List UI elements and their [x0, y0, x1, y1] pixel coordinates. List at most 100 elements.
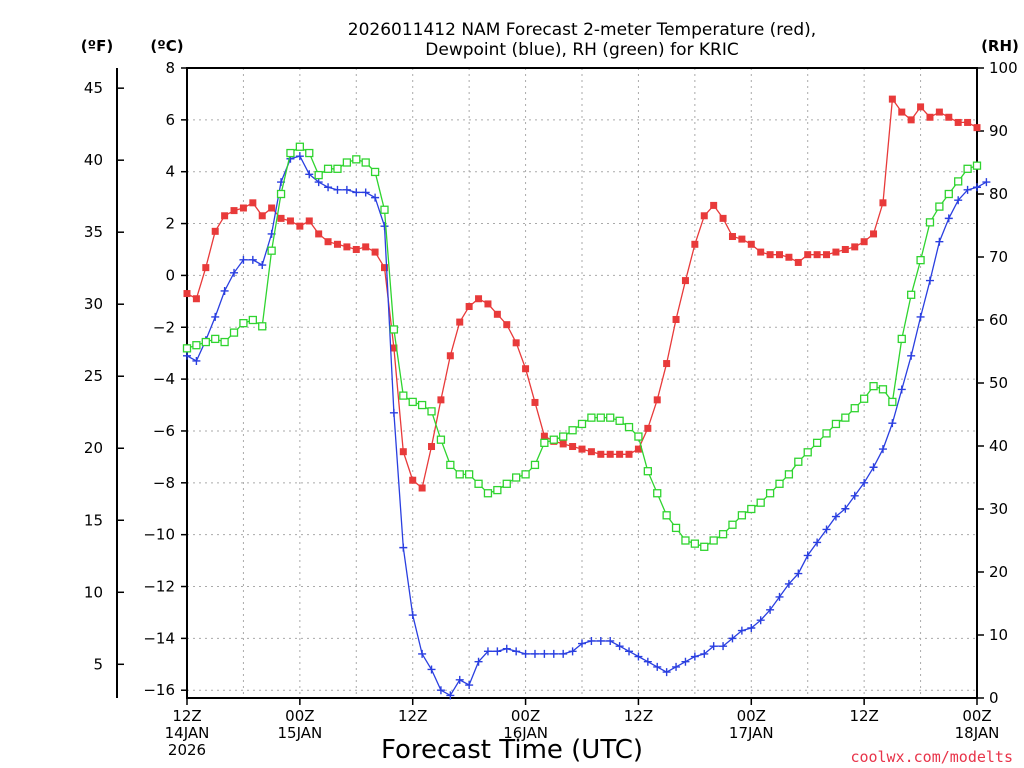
- temperature-point: [728, 233, 736, 241]
- temperature-point: [681, 277, 689, 285]
- rh-point: [615, 416, 624, 425]
- rh-point: [220, 337, 229, 347]
- celsius-tick-label: −10: [143, 526, 175, 544]
- rh-point: [878, 385, 888, 394]
- rh-point: [446, 460, 455, 470]
- rh-point: [756, 498, 765, 507]
- temperature-point: [823, 251, 831, 259]
- celsius-tick-label: −8: [153, 474, 175, 492]
- fahrenheit-tick-label: 5: [93, 655, 103, 673]
- rh-point: [408, 397, 417, 407]
- rh-point: [775, 479, 784, 488]
- dewpoint-point: [324, 183, 333, 192]
- dewpoint-point: [192, 356, 201, 365]
- dewpoint-point: [728, 634, 737, 643]
- temperature-point: [898, 108, 906, 116]
- credit-text[interactable]: coolwx.com/modelts: [850, 748, 1013, 766]
- dewpoint-point: [596, 636, 605, 645]
- dewpoint-point: [474, 657, 483, 666]
- rh-point: [596, 413, 605, 422]
- rh-point: [361, 158, 370, 167]
- rh-point: [850, 404, 859, 413]
- rh-point: [587, 413, 596, 422]
- rh-tick-label: 70: [989, 248, 1008, 266]
- rh-point: [333, 164, 342, 173]
- rh-point: [794, 457, 803, 466]
- rh-point: [907, 290, 916, 299]
- celsius-tick-label: −14: [143, 629, 175, 647]
- rh-point: [954, 177, 963, 186]
- temperature-point: [841, 245, 849, 253]
- rh-point: [380, 205, 389, 214]
- rh-point: [305, 148, 314, 158]
- rh-point: [248, 315, 257, 325]
- rh-point: [643, 467, 652, 476]
- celsius-tick-label: 4: [165, 163, 175, 181]
- temperature-point: [700, 212, 708, 220]
- temperature-point: [597, 450, 605, 458]
- dewpoint-line: [186, 155, 987, 697]
- rh-point: [258, 322, 267, 331]
- rh-point: [653, 489, 662, 498]
- dewpoint-point: [662, 668, 671, 677]
- temperature-point: [522, 365, 530, 373]
- rh-tick-label: 60: [989, 311, 1008, 329]
- series-dewpoint: [183, 152, 991, 700]
- dewpoint-point: [954, 196, 963, 205]
- x-tick-label: 2026: [168, 741, 206, 759]
- temperature-point: [606, 450, 614, 458]
- temperature-point: [954, 118, 962, 126]
- dewpoint-point: [540, 649, 549, 658]
- temperature-point: [503, 321, 511, 329]
- rh-point: [211, 334, 220, 344]
- rh-tick-label: 0: [989, 689, 999, 707]
- fahrenheit-tick-label: 30: [84, 295, 103, 313]
- dewpoint-point: [606, 636, 615, 645]
- celsius-tick-label: −16: [143, 681, 175, 699]
- fahrenheit-tick-label: 45: [84, 79, 103, 97]
- temperature-point: [324, 238, 332, 246]
- dewpoint-point: [483, 647, 492, 656]
- dewpoint-point: [342, 185, 351, 194]
- temperature-point: [456, 318, 464, 326]
- dewpoint-point: [803, 551, 812, 560]
- rh-point: [474, 479, 483, 488]
- dewpoint-point: [935, 237, 944, 246]
- rh-point: [888, 397, 897, 407]
- temperature-point: [738, 235, 746, 243]
- temperature-point: [964, 118, 972, 126]
- celsius-tick-label: 0: [165, 266, 175, 284]
- rh-point: [323, 164, 333, 173]
- x-tick-label: 00Z: [962, 707, 991, 725]
- dewpoint-point: [822, 525, 831, 534]
- temperature-point: [202, 264, 210, 272]
- celsius-tick-label: −2: [153, 318, 175, 336]
- dewpoint-point: [258, 261, 267, 270]
- rh-point: [427, 407, 436, 416]
- x-tick-label: 15JAN: [277, 724, 322, 742]
- x-tick-label: 00Z: [511, 707, 540, 725]
- dewpoint-point: [737, 626, 746, 635]
- rh-tick-label: 100: [989, 59, 1018, 77]
- rh-point: [314, 170, 323, 180]
- temperature-point: [475, 295, 483, 303]
- grid-lines: [187, 68, 977, 698]
- temperature-point: [192, 295, 200, 303]
- dewpoint-point: [248, 255, 257, 264]
- rh-point: [869, 381, 878, 391]
- temperature-point: [691, 240, 699, 248]
- dewpoint-point: [944, 214, 953, 223]
- temperature-point: [653, 396, 661, 404]
- temperature-point: [747, 240, 755, 248]
- celsius-tick-label: −4: [153, 370, 175, 388]
- dewpoint-point: [916, 312, 925, 321]
- dewpoint-point: [352, 188, 361, 197]
- temperature-point: [305, 217, 313, 225]
- dewpoint-point: [530, 649, 539, 658]
- dewpoint-point: [183, 351, 191, 360]
- temperature-point: [465, 303, 473, 311]
- dewpoint-point: [897, 385, 906, 394]
- dewpoint-point: [672, 662, 681, 671]
- x-tick-label: 12Z: [398, 707, 427, 725]
- rh-point: [502, 479, 511, 488]
